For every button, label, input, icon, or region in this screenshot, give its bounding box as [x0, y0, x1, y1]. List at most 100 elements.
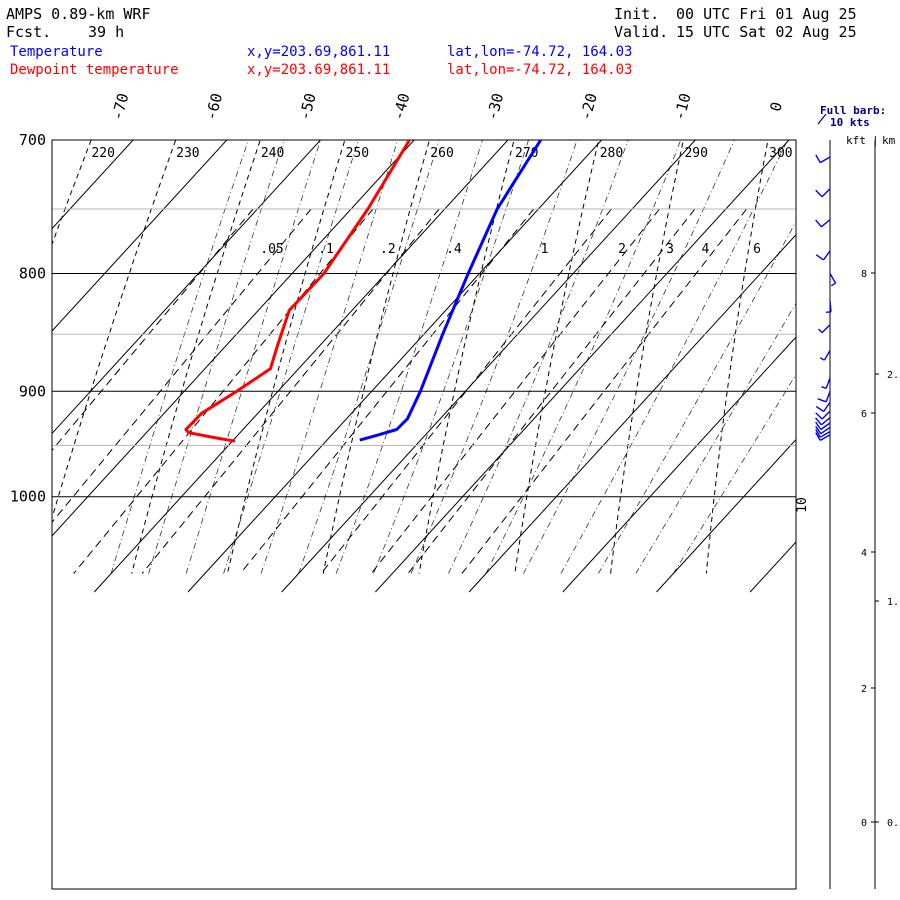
dry-adiabat-line	[514, 140, 600, 574]
wind-barb-shaft	[820, 219, 831, 228]
dry-adiabat-line	[705, 140, 769, 574]
wind-barb-shaft	[829, 273, 837, 284]
temperature-tick-label: -20	[577, 91, 601, 122]
pressure-tick-label: 900	[19, 382, 46, 400]
moist-adiabat-line	[223, 140, 359, 574]
km-header: km	[882, 134, 896, 147]
isotherm-line	[468, 234, 796, 593]
height-axis-separator: |	[872, 134, 879, 147]
mixing-ratio-label: .2	[380, 242, 396, 257]
pressure-tick-label: 700	[19, 131, 46, 149]
theta-label: 280	[600, 146, 623, 161]
wind-barb-flag	[815, 429, 821, 438]
mixing-ratio-label: 1	[541, 242, 549, 257]
wind-barb-flag	[815, 405, 824, 413]
wind-barb-shaft	[821, 324, 831, 334]
wind-barb-flag	[815, 219, 822, 228]
temperature-tick-label: 0	[766, 100, 786, 113]
theta-label: 260	[430, 146, 453, 161]
wind-barb-flag	[815, 432, 821, 441]
wind-barb-flag	[817, 398, 827, 403]
kft-header: kft	[846, 134, 866, 147]
mixing-ratio-label: 3	[666, 242, 674, 257]
kft-tick-label: 2	[861, 684, 867, 695]
wind-barb	[829, 273, 837, 287]
moist-adiabat-line	[598, 220, 796, 574]
wind-barb	[819, 350, 831, 361]
pressure-tick-label: 800	[19, 265, 46, 283]
profile-lines	[184, 140, 542, 443]
wind-barb	[815, 429, 831, 438]
wind-barb	[815, 417, 831, 426]
temperature-tick-label: -10	[670, 91, 694, 122]
barb-legend-icon	[817, 113, 827, 125]
km-tick-label: 0.	[887, 818, 899, 829]
temperature-tick-label: -70	[108, 91, 132, 122]
moist-adiabat-line	[148, 140, 285, 574]
wind-barb	[815, 401, 831, 413]
mixing-ratio-line	[407, 208, 696, 574]
moist-adiabat-line	[635, 302, 796, 574]
wind-barb-flag	[815, 421, 822, 430]
moist-adiabat-line	[298, 140, 440, 574]
dewpoint-line	[184, 140, 411, 443]
mixing-ratio-lines	[52, 208, 747, 574]
forecast-hour: 39 h	[88, 23, 125, 41]
wind-barb-shaft	[821, 410, 831, 420]
mixing-ratio-line	[52, 208, 312, 524]
moist-adiabat-line	[560, 140, 789, 574]
temperature-line	[359, 140, 542, 442]
barb-legend-line2: 10 kts	[830, 116, 870, 129]
mixing-ratio-line	[461, 208, 747, 574]
moist-adiabat-line	[410, 140, 578, 574]
barb-legend: Full barb:10 kts	[817, 104, 886, 129]
forecast-label: Fcst.	[6, 23, 52, 41]
km-tick-label: 1.	[887, 597, 899, 608]
wind-barb-flag	[825, 311, 832, 313]
mixing-ratio-line	[73, 208, 374, 574]
wind-barb-shaft	[823, 250, 831, 261]
wind-barb	[818, 324, 831, 334]
theta-label: 300	[769, 146, 792, 161]
wind-barb-shaft	[819, 434, 831, 442]
model-title: AMPS 0.89-km WRF	[6, 5, 151, 23]
kft-tick-label: 8	[861, 269, 867, 280]
mixing-ratio-line	[320, 208, 612, 574]
init-label: Init.	[614, 5, 660, 23]
isotherm-line	[52, 140, 322, 435]
wind-barb-flag	[815, 417, 822, 426]
wind-barb	[821, 377, 831, 390]
legend-temperature-xy: x,y=203.69,861.11	[247, 44, 391, 60]
isotherm-line	[93, 140, 509, 593]
theta-label: 290	[684, 146, 707, 161]
dry-adiabats	[52, 140, 769, 574]
wind-barb	[817, 391, 831, 403]
wind-barb	[815, 425, 831, 435]
legend-temperature-latlon: lat,lon=-74.72, 164.03	[447, 44, 633, 60]
temperature-tick-label: -60	[202, 91, 226, 122]
valid-time: 15 UTC Sat 02 Aug 25	[676, 23, 857, 41]
wind-barb-shaft	[819, 430, 831, 438]
wind-barb-flag	[815, 425, 822, 435]
moist-adiabat-line	[373, 140, 529, 574]
wind-barb-shaft	[819, 156, 831, 164]
theta-label: 230	[176, 146, 199, 161]
mixing-ratio-label: .1	[318, 242, 334, 257]
theta-label: 240	[261, 146, 284, 161]
dry-adiabat-line	[610, 140, 684, 574]
wind-barb	[815, 219, 831, 228]
isotherm-side-label: 10	[795, 497, 810, 513]
theta-label: 250	[346, 146, 369, 161]
dry-adiabat-line	[52, 140, 177, 520]
legend-dewpoint-label: Dewpoint temperature	[10, 62, 179, 78]
mixing-ratio-label: 4	[701, 242, 709, 257]
wind-barb	[815, 250, 831, 261]
valid-label: Valid.	[614, 23, 669, 41]
wind-barb-flag	[819, 357, 825, 361]
plot-frame	[51, 139, 797, 890]
dry-adiabat-line	[322, 140, 431, 574]
moist-adiabat-line	[185, 140, 322, 574]
theta-label: 220	[91, 146, 114, 161]
dry-adiabat-line	[226, 140, 346, 574]
wind-barb-flag	[818, 328, 823, 334]
